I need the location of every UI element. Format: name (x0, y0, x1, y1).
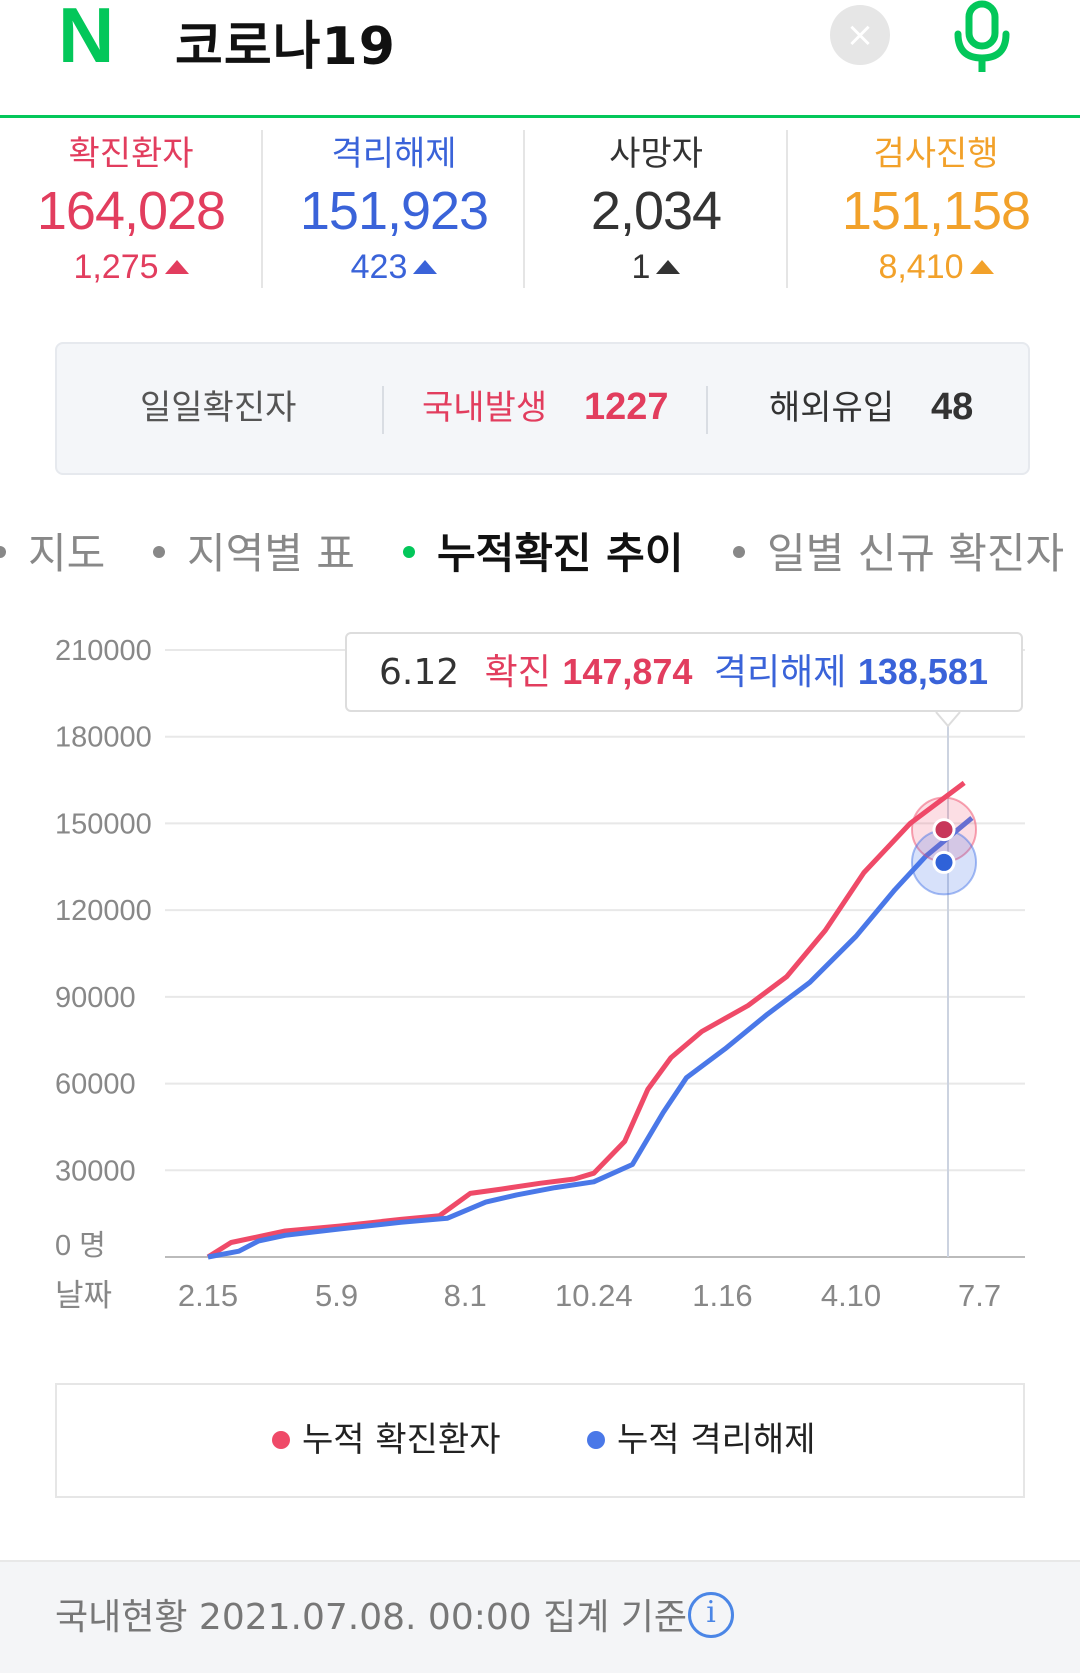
tab-label: 지도 (28, 529, 106, 578)
overseas-value: 48 (930, 386, 974, 428)
red-dot-icon (272, 1431, 290, 1449)
chart-svg: 210000 180000 150000 120000 90000 60000 30000 0… (55, 635, 1025, 1313)
legend-confirmed[interactable]: 누적 확진환자 (272, 1385, 501, 1496)
y-tick-label: 30000 (55, 1155, 136, 1187)
daily-confirmed-box: 일일확진자 국내발생 1227 해외유입 48 (55, 342, 1030, 475)
tab-cumulative-trend[interactable]: 누적확진 추이 (403, 520, 683, 580)
stat-value: 151,923 (299, 181, 489, 241)
domestic-value: 1227 (583, 386, 669, 428)
stat-delta: 423 (263, 248, 525, 287)
tooltip-confirmed-label: 확진 (484, 652, 551, 693)
search-query[interactable]: 코로나19 (175, 17, 396, 77)
tab-label: 지역별 표 (187, 529, 355, 578)
y-tick-label: 180000 (55, 722, 152, 754)
y-tick-label: 120000 (55, 895, 152, 927)
stat-label: 확진환자 (68, 134, 194, 174)
legend-released[interactable]: 누적 격리해제 (587, 1385, 816, 1496)
overseas-label: 해외유입 (769, 388, 895, 428)
up-triangle-icon (656, 260, 681, 274)
divider (786, 130, 788, 288)
y-tick-label: 60000 (55, 1069, 136, 1101)
tab-daily-new[interactable]: 일별 신규 확진자 (733, 520, 1064, 580)
stats-summary: 확진환자 164,028 1,275 격리해제 151,923 423 사망자 … (0, 118, 1080, 288)
overseas-count: 해외유입 48 (769, 344, 973, 473)
x-tick-label: 2.15 (178, 1278, 238, 1313)
divider (261, 130, 263, 288)
delta-value: 423 (350, 248, 408, 286)
bullet-icon (733, 546, 745, 558)
x-tick-label: 8.1 (444, 1278, 487, 1313)
series-line (207, 815, 974, 1260)
daily-label: 일일확진자 (140, 388, 297, 428)
stat-deaths: 사망자 2,034 1 (525, 118, 787, 288)
divider (523, 130, 525, 288)
stat-label: 검사진행 (873, 134, 999, 174)
stat-label: 격리해제 (331, 134, 457, 174)
up-triangle-icon (164, 260, 189, 274)
tooltip-pointer (935, 711, 961, 728)
x-tick-label: 1.16 (692, 1278, 752, 1313)
divider (382, 386, 384, 434)
x-tick-label: 5.9 (315, 1278, 358, 1313)
cumulative-chart[interactable]: 210000 180000 150000 120000 90000 60000 30000 0… (0, 600, 1080, 1320)
blue-dot-icon (587, 1431, 605, 1449)
stat-value: 2,034 (590, 181, 722, 241)
delta-value: 1 (631, 248, 651, 286)
footer-text: 국내현황 2021.07.08. 00:00 집계 기준 (55, 1597, 688, 1638)
tab-label: 누적확진 추이 (437, 529, 684, 578)
stat-delta: 8,410 (805, 248, 1067, 287)
naver-logo[interactable]: N (58, 0, 115, 79)
stat-released: 격리해제 151,923 423 (263, 118, 525, 288)
x-tick-label: 7.7 (958, 1278, 1001, 1313)
legend-label: 누적 확진환자 (302, 1420, 501, 1460)
stat-value: 151,158 (841, 181, 1031, 241)
delta-value: 8,410 (878, 248, 964, 286)
bullet-icon (153, 546, 165, 558)
tooltip-released-label: 격리해제 (713, 652, 847, 693)
tooltip-released-value: 138,581 (857, 651, 988, 692)
x-tick-label: 4.10 (821, 1278, 881, 1313)
bullet-icon (0, 546, 6, 558)
stat-confirmed: 확진환자 164,028 1,275 (0, 118, 262, 288)
clear-search-button[interactable]: × (830, 5, 890, 65)
stat-delta: 1,275 (0, 248, 262, 287)
x-axis-title: 날짜 (55, 1278, 112, 1313)
y-tick-label: 90000 (55, 982, 136, 1014)
domestic-label: 국내발생 (422, 388, 548, 428)
chart-legend: 누적 확진환자 누적 격리해제 (55, 1383, 1025, 1498)
footer: 국내현황 2021.07.08. 00:00 집계 기준 i (0, 1560, 1080, 1673)
y-tick-label: 150000 (55, 808, 152, 840)
series-line (206, 780, 966, 1260)
bullet-icon (403, 546, 415, 558)
legend-label: 누적 격리해제 (617, 1420, 816, 1460)
confirmed-point (932, 818, 956, 842)
domestic-count: 국내발생 1227 (422, 344, 668, 473)
x-tick-label: 10.24 (555, 1278, 633, 1313)
released-point (932, 850, 956, 874)
tooltip-date: 6.12 (379, 652, 460, 693)
chart-tooltip: 6.12 확진 147,874 격리해제 138,581 (345, 632, 1023, 712)
divider (706, 386, 708, 434)
chart-tabs: 지도 지역별 표 누적확진 추이 일별 신규 확진자 (0, 520, 1080, 580)
y-tick-label: 210000 (55, 635, 152, 667)
info-icon[interactable]: i (688, 1592, 734, 1638)
stat-testing: 검사진행 151,158 8,410 (805, 118, 1067, 288)
stat-value: 164,028 (36, 181, 226, 241)
delta-value: 1,275 (73, 248, 159, 286)
up-triangle-icon (413, 260, 438, 274)
y-tick-label: 0 명 (55, 1230, 106, 1262)
stat-delta: 1 (525, 248, 787, 287)
up-triangle-icon (969, 260, 994, 274)
microphone-icon[interactable] (948, 0, 1018, 74)
search-header: N 코로나19 × (0, 0, 1080, 118)
tab-map[interactable]: 지도 (0, 520, 105, 580)
tab-label: 일별 신규 확진자 (767, 529, 1065, 578)
stat-label: 사망자 (609, 134, 703, 174)
tooltip-confirmed-value: 147,874 (562, 651, 693, 692)
tab-region-table[interactable]: 지역별 표 (153, 520, 355, 580)
